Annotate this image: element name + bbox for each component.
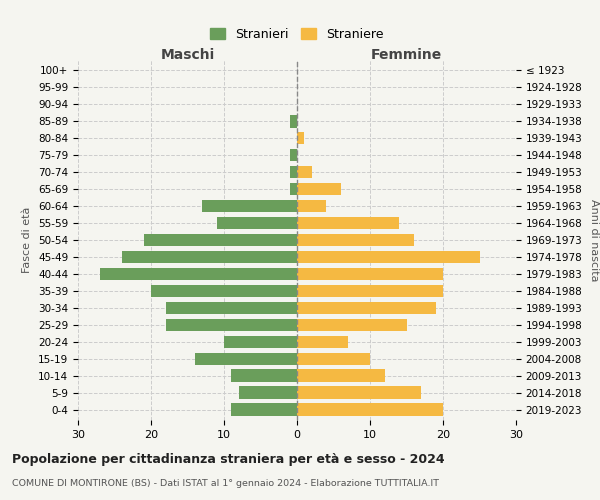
Bar [297, 370, 385, 382]
Bar [144, 234, 297, 246]
Text: Femmine: Femmine [371, 48, 442, 62]
Bar [297, 284, 443, 298]
Bar [297, 268, 443, 280]
Bar [232, 404, 297, 416]
Y-axis label: Fasce di età: Fasce di età [22, 207, 32, 273]
Bar [290, 182, 297, 196]
Bar [232, 370, 297, 382]
Bar [297, 302, 436, 314]
Bar [297, 166, 311, 178]
Bar [202, 200, 297, 212]
Bar [297, 318, 407, 332]
Bar [297, 216, 399, 230]
Legend: Stranieri, Straniere: Stranieri, Straniere [205, 23, 389, 46]
Text: COMUNE DI MONTIRONE (BS) - Dati ISTAT al 1° gennaio 2024 - Elaborazione TUTTITAL: COMUNE DI MONTIRONE (BS) - Dati ISTAT al… [12, 479, 439, 488]
Bar [239, 386, 297, 399]
Bar [100, 268, 297, 280]
Bar [151, 284, 297, 298]
Bar [297, 200, 326, 212]
Bar [290, 148, 297, 162]
Text: Popolazione per cittadinanza straniera per età e sesso - 2024: Popolazione per cittadinanza straniera p… [12, 452, 445, 466]
Bar [297, 386, 421, 399]
Text: Maschi: Maschi [160, 48, 215, 62]
Bar [217, 216, 297, 230]
Bar [297, 234, 414, 246]
Bar [297, 404, 443, 416]
Y-axis label: Anni di nascita: Anni di nascita [589, 198, 599, 281]
Bar [224, 336, 297, 348]
Bar [297, 182, 341, 196]
Bar [290, 115, 297, 128]
Bar [122, 250, 297, 264]
Bar [297, 132, 304, 144]
Bar [195, 352, 297, 365]
Bar [166, 318, 297, 332]
Bar [297, 250, 479, 264]
Bar [166, 302, 297, 314]
Bar [297, 336, 348, 348]
Bar [290, 166, 297, 178]
Bar [297, 352, 370, 365]
